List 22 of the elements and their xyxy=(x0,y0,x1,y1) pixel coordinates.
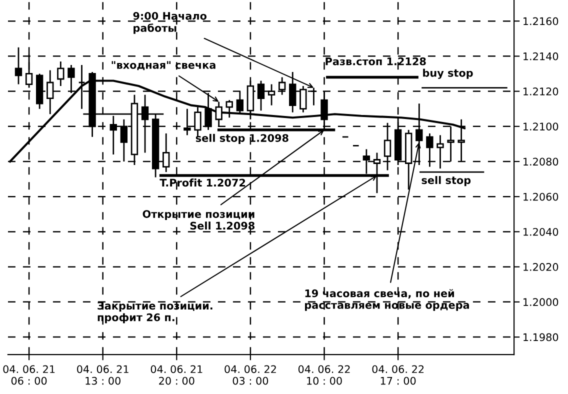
annotation: T.Profit 1.2072 xyxy=(160,178,246,187)
y-tick-label: 1.2040 xyxy=(524,228,558,236)
annotation: buy stop xyxy=(423,68,473,79)
annotation: Разв.стоп 1.2128 xyxy=(326,57,426,66)
y-tick-label: 1.2000 xyxy=(524,298,558,306)
x-tick-label: 04. 06. 22 10 : 00 xyxy=(298,365,350,385)
y-tick-label: 1.2100 xyxy=(524,122,558,130)
x-tick-label: 04. 06. 22 03 : 00 xyxy=(224,365,276,385)
y-tick-label: 1.2060 xyxy=(524,192,558,201)
y-tick-label: 1.2140 xyxy=(524,52,558,60)
annotation: 9:00 Начало работы xyxy=(133,12,207,34)
x-tick-label: 04. 06. 22 17 : 00 xyxy=(372,365,424,385)
y-tick-label: 1.1980 xyxy=(524,333,558,342)
annotation: sell stop xyxy=(422,176,471,186)
annotation: sell stop 1.2098 xyxy=(196,134,288,144)
x-tick-label: 04. 06. 21 13 : 00 xyxy=(77,365,128,385)
y-tick-label: 1.2080 xyxy=(524,158,558,166)
y-tick-label: 1.2160 xyxy=(524,17,558,26)
x-tick-label: 04. 06. 21 20 : 00 xyxy=(150,365,202,385)
y-tick-label: 1.2120 xyxy=(524,88,558,96)
x-tick-label: 04. 06. 21 06 : 00 xyxy=(3,365,55,385)
y-tick-label: 1.2020 xyxy=(524,263,558,271)
